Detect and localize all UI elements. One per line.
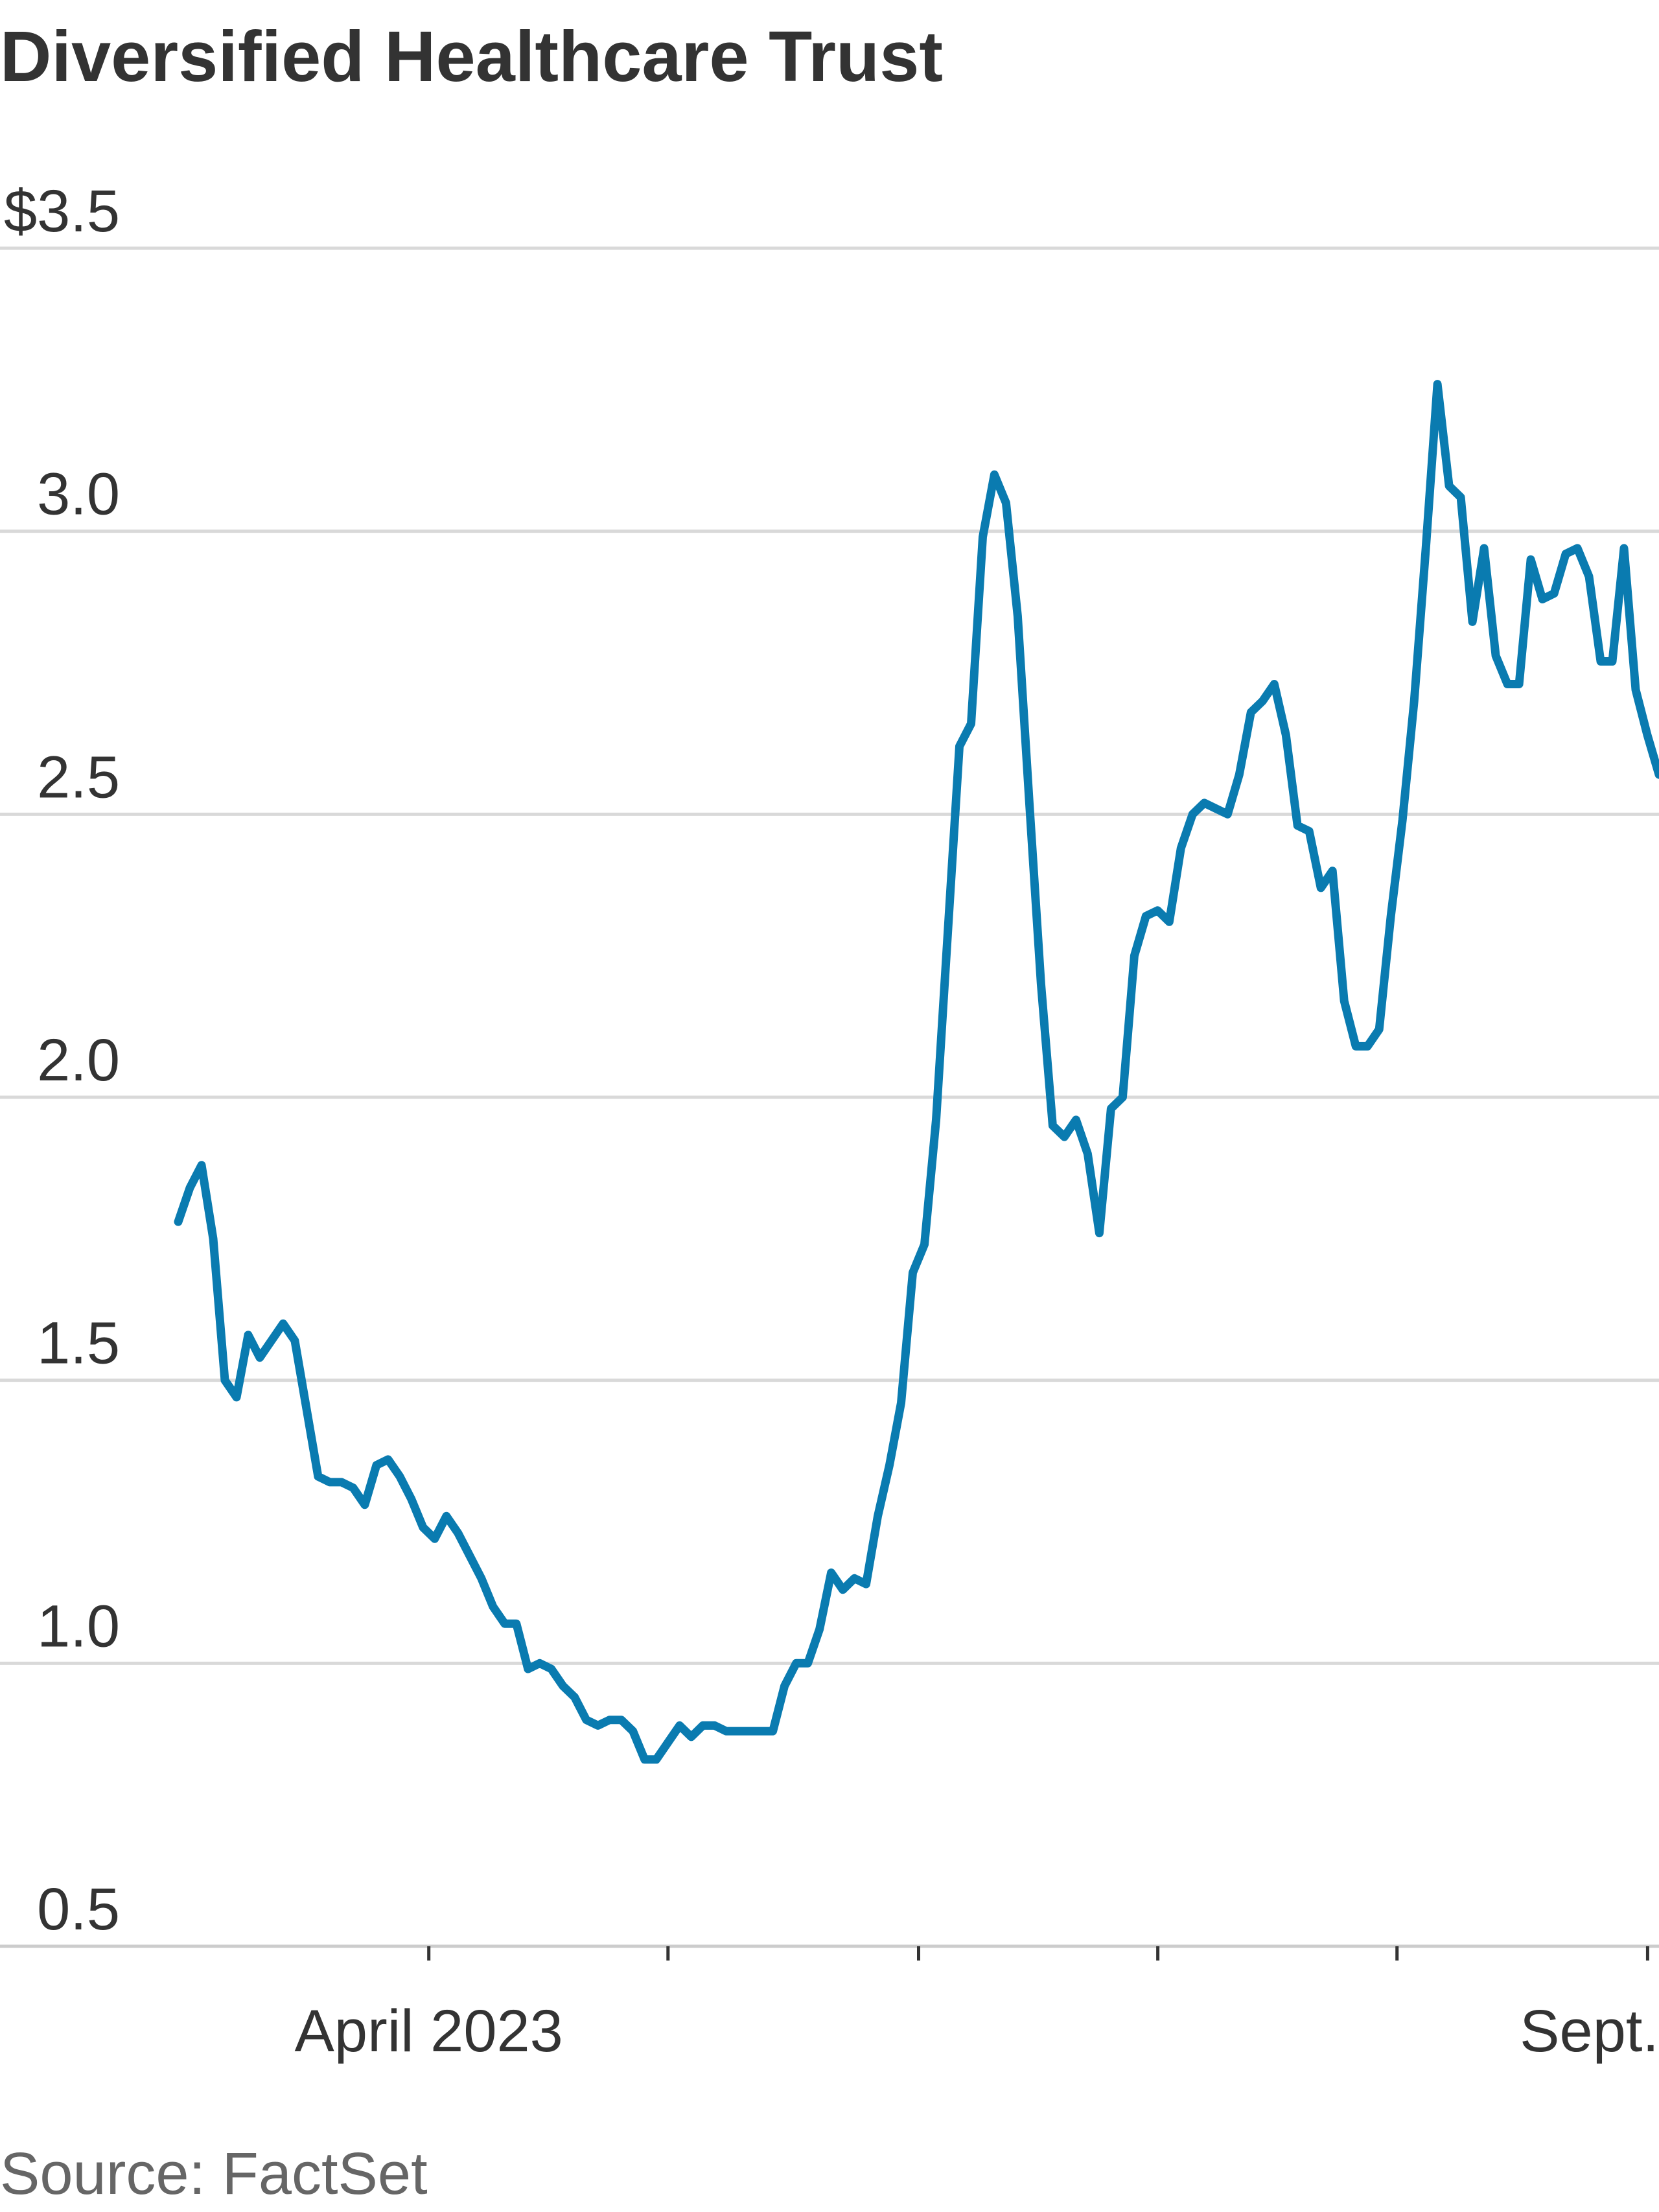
- y-tick-label: 1.5: [37, 1310, 120, 1377]
- chart-title: Diversified Healthcare Trust: [0, 17, 943, 97]
- y-tick-label: 0.5: [37, 1876, 120, 1942]
- y-tick-label: 1.0: [37, 1593, 120, 1659]
- y-tick-label: 2.5: [37, 744, 120, 810]
- y-tick-label: 3.0: [37, 461, 120, 528]
- x-axis-ticks: April 2023 Sept.: [295, 1946, 1659, 2064]
- source-note: Source: FactSet: [0, 2141, 428, 2207]
- series-line-price: [174, 380, 1659, 1764]
- x-tick-label: April 2023: [295, 1998, 563, 2064]
- y-tick-label: 2.0: [37, 1027, 120, 1093]
- gridlines: [0, 246, 1659, 1948]
- y-tick-label: $3.5: [4, 178, 120, 244]
- y-axis-tick-labels: $3.5 3.0 2.5 2.0 1.5 1.0 0.5: [4, 178, 120, 1942]
- x-tick-label: Sept.: [1520, 1998, 1659, 2064]
